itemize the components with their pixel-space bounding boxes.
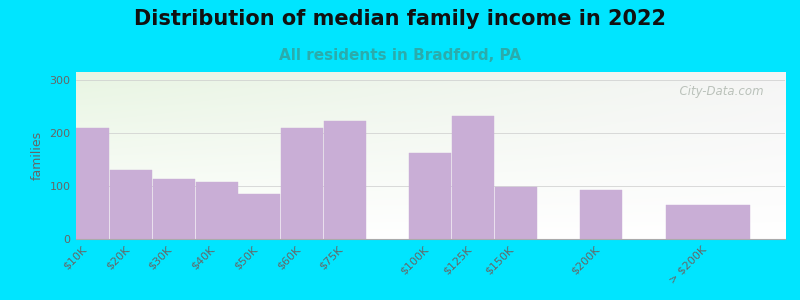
Text: City-Data.com: City-Data.com <box>672 85 764 98</box>
Bar <box>196 182 238 239</box>
Bar <box>666 205 750 239</box>
Bar <box>153 179 194 239</box>
Bar <box>110 170 152 239</box>
Text: Distribution of median family income in 2022: Distribution of median family income in … <box>134 9 666 29</box>
Text: All residents in Bradford, PA: All residents in Bradford, PA <box>279 48 521 63</box>
Bar <box>495 187 537 239</box>
Bar <box>281 128 323 239</box>
Bar <box>580 190 622 239</box>
Bar <box>410 153 451 239</box>
Bar <box>452 116 494 239</box>
Y-axis label: families: families <box>31 131 44 180</box>
Bar <box>67 128 110 239</box>
Bar <box>324 121 366 239</box>
Bar <box>238 194 280 239</box>
